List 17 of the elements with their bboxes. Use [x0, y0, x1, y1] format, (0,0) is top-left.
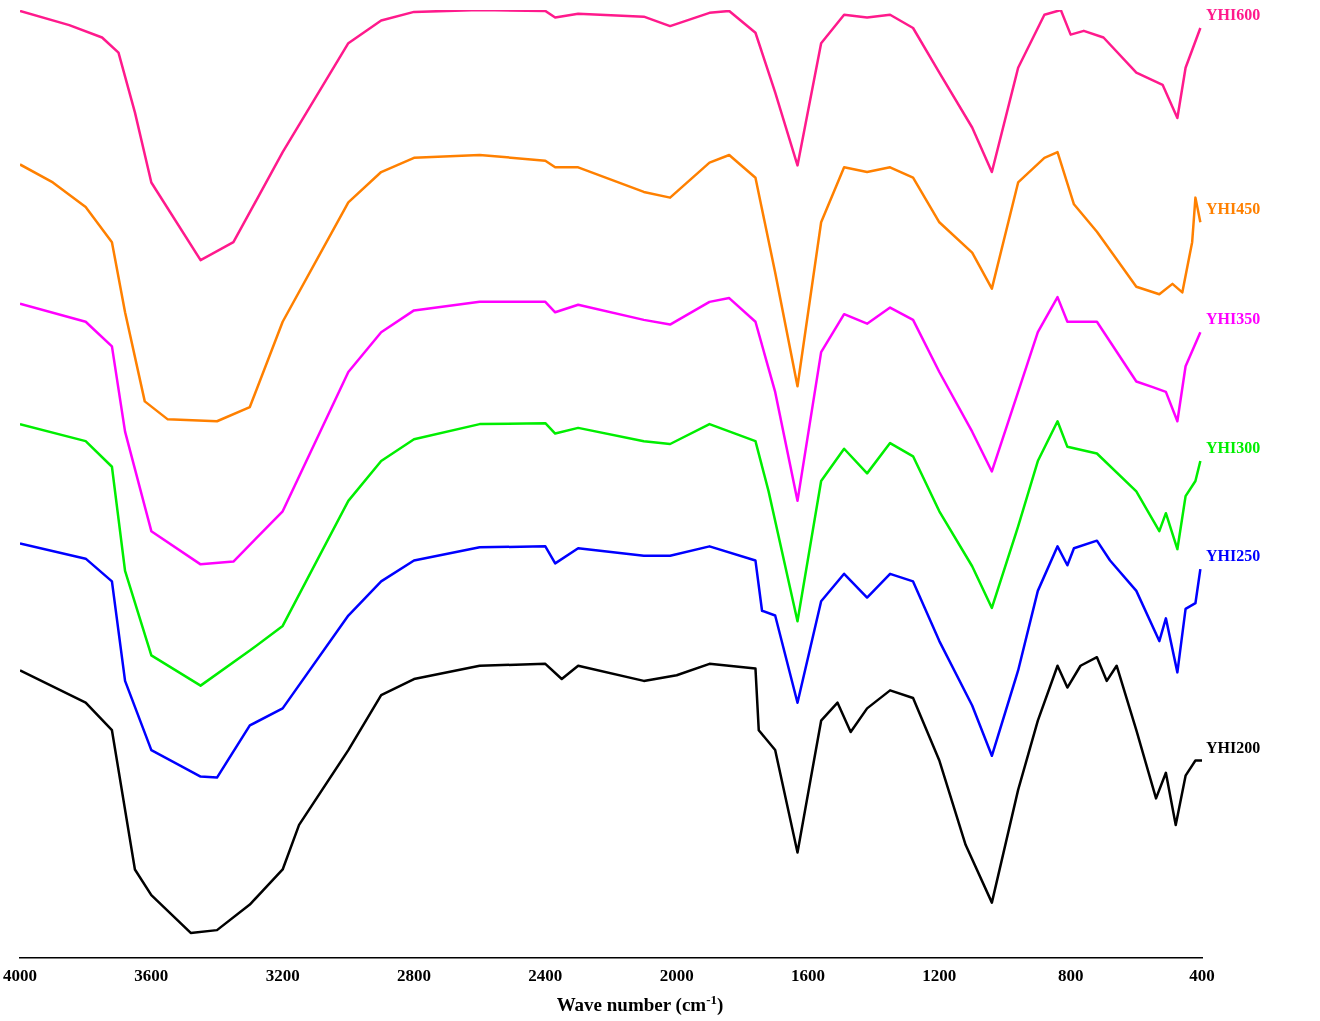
- series-label: YHI350: [1206, 310, 1261, 328]
- x-tick-label: 1600: [791, 966, 825, 986]
- x-tick-label: 2000: [659, 966, 694, 986]
- x-axis-title: Wave number (cm$^{-1}$): [555, 992, 725, 1017]
- x-tick-label: 2400: [528, 966, 563, 986]
- x-tick-label: 3200: [265, 966, 300, 986]
- x-tick-label: 400: [1189, 966, 1215, 986]
- x-tick-label: 1200: [922, 966, 957, 986]
- series-label: YHI200: [1206, 738, 1261, 756]
- x-tick-label: 3600: [134, 966, 169, 986]
- series-label: YHI600: [1206, 6, 1261, 24]
- x-tick-label: 800: [1057, 966, 1084, 986]
- x-tick-label: 4000: [3, 966, 37, 986]
- series-label: YHI250: [1206, 547, 1261, 565]
- x-tick-label: 2800: [397, 966, 431, 986]
- series-label: YHI300: [1206, 439, 1261, 457]
- series-label: YHI450: [1206, 200, 1261, 218]
